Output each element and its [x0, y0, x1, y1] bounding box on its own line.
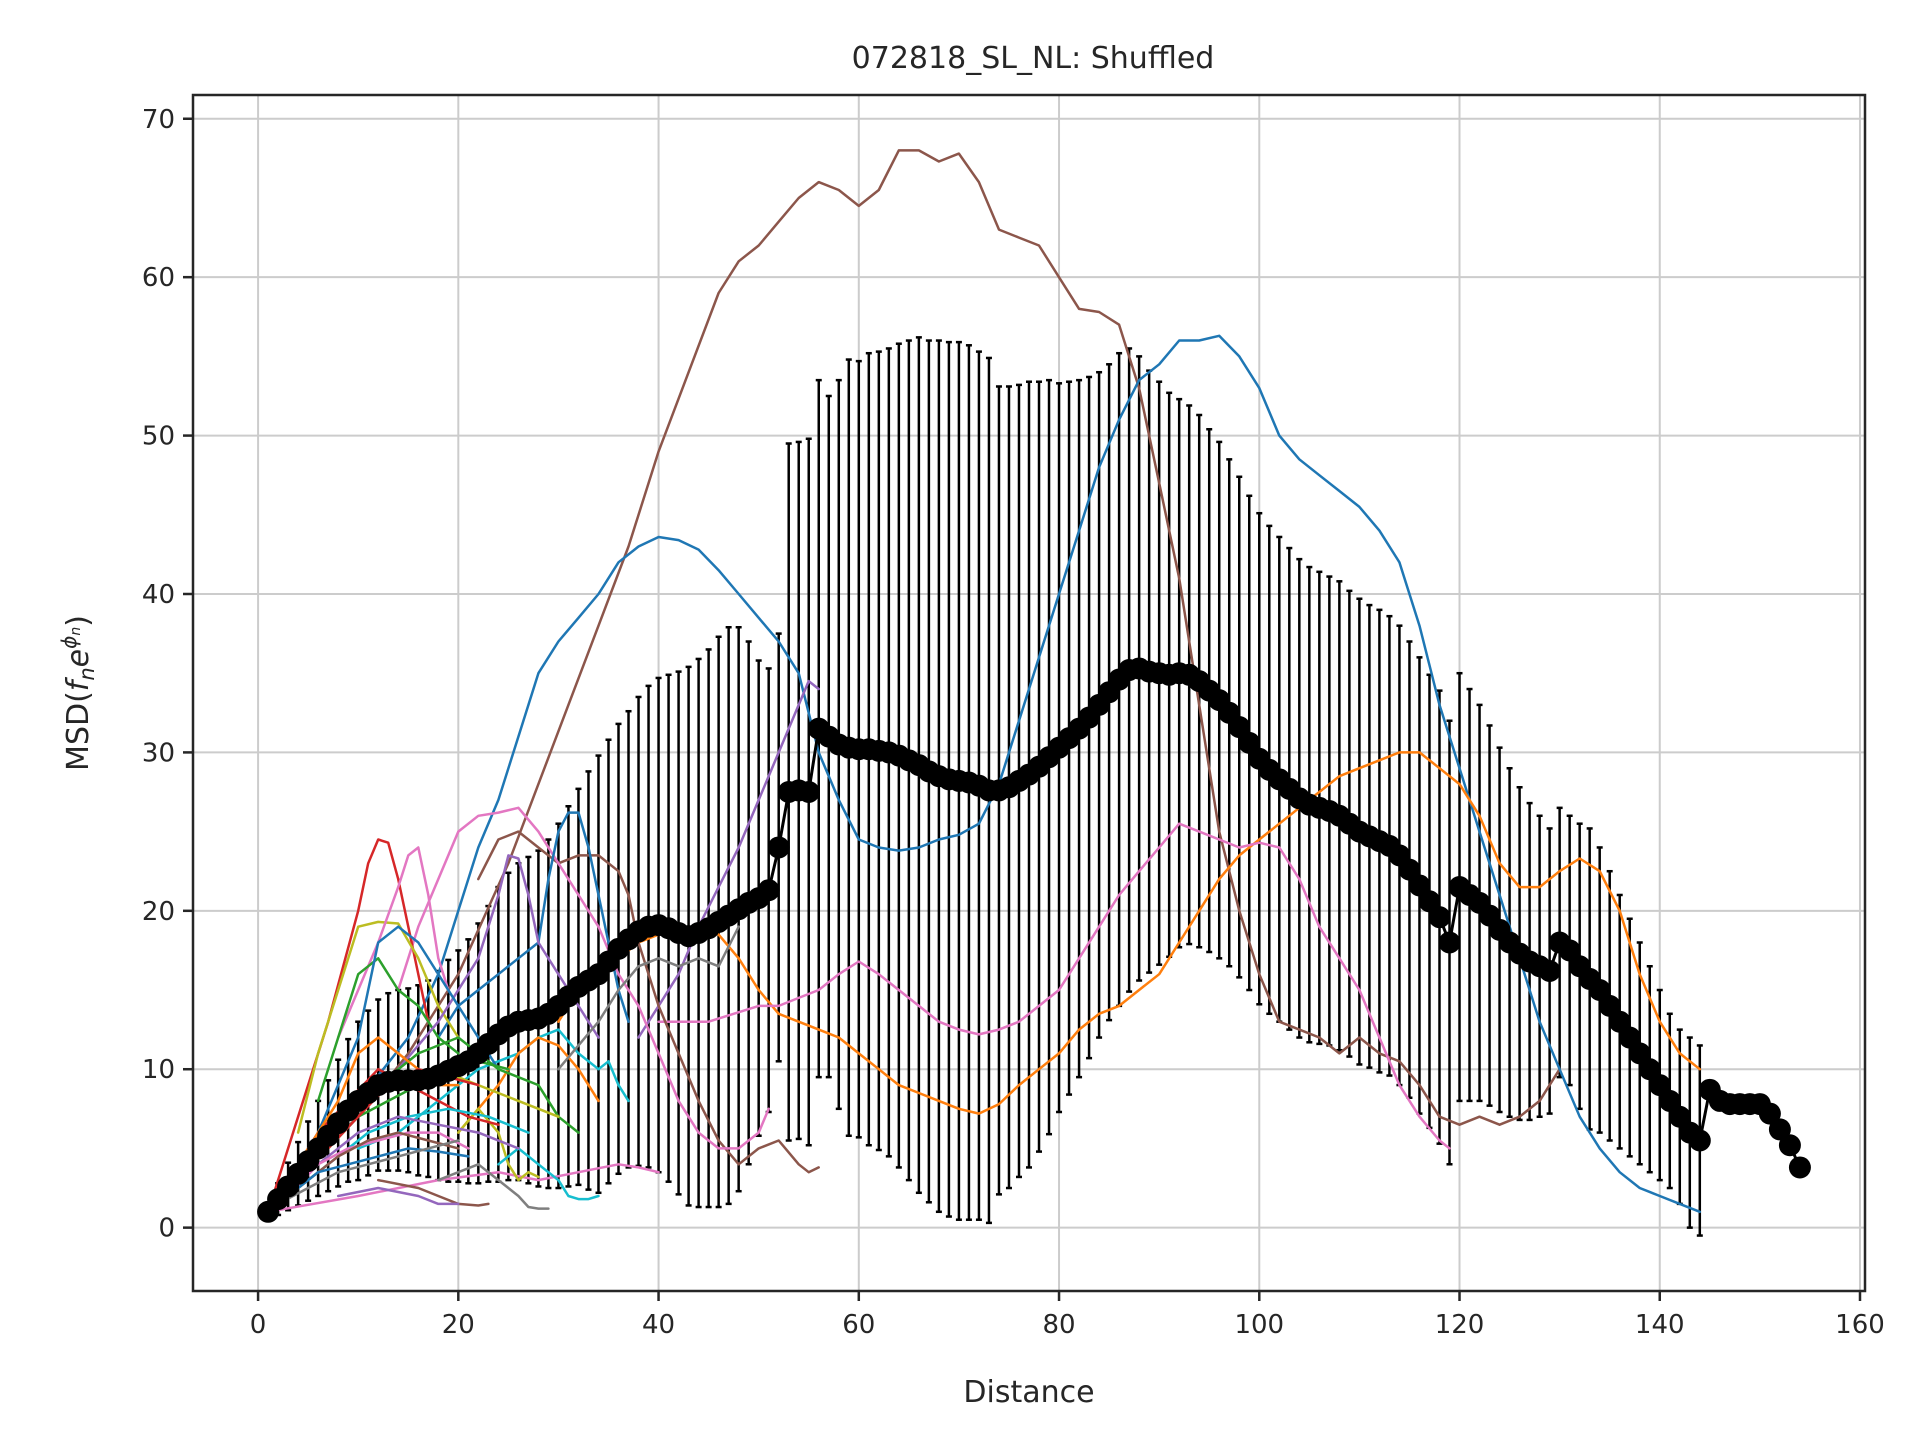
series-line-14 [356, 1028, 630, 1150]
mean-point [1788, 1156, 1811, 1179]
series-line-5 [637, 679, 820, 1039]
x-tick-label: 80 [1042, 1310, 1075, 1340]
y-tick-label: 20 [142, 897, 175, 927]
series-line-7 [396, 806, 770, 1150]
mean-point [757, 879, 780, 902]
series-line-13 [396, 854, 600, 1071]
series-line-15 [457, 1036, 600, 1134]
x-tick-label: 60 [842, 1310, 875, 1340]
mean-markers [257, 657, 1811, 1223]
y-tick-label: 0 [158, 1214, 175, 1244]
y-tick-label: 70 [142, 105, 175, 135]
x-tick-label: 20 [442, 1310, 475, 1340]
mean-point [1438, 931, 1461, 954]
series-line-20 [437, 1163, 550, 1210]
mean-point [1618, 1026, 1641, 1049]
y-axis-label-sup-phi: ϕ [57, 636, 81, 649]
series-line-23 [276, 925, 500, 1198]
mean-point [1668, 1105, 1691, 1128]
mean-point [1768, 1118, 1791, 1141]
mean-point [1648, 1074, 1671, 1097]
x-axis-label: Distance [963, 1375, 1094, 1410]
series-line-4 [657, 822, 1451, 1150]
mean-point [1238, 731, 1261, 754]
x-tick-label: 0 [250, 1310, 267, 1340]
mean-point [1418, 890, 1441, 913]
mean-point [1778, 1134, 1801, 1157]
series-line-19 [497, 1147, 600, 1201]
mean-point [767, 836, 790, 859]
series-line-33 [286, 1147, 470, 1198]
mean-point [1398, 858, 1421, 881]
series-line-22 [336, 1186, 460, 1206]
mean-point [1588, 979, 1611, 1002]
y-axis-ticks: 0 10 20 30 40 50 60 70 [142, 105, 193, 1244]
y-axis-label-e: e [61, 649, 96, 667]
mean-point [1228, 716, 1251, 739]
x-axis-ticks: 0 20 40 60 80 100 120 140 160 [250, 1291, 1885, 1340]
mean-point [1688, 1129, 1711, 1152]
mean-point [1638, 1058, 1661, 1081]
series-line-12 [316, 957, 460, 1103]
y-axis-label: MSD(fneϕn) [57, 615, 99, 771]
y-axis-label-prefix: MSD( [61, 691, 96, 771]
series-line-21 [376, 1178, 490, 1207]
mean-point [1408, 874, 1431, 897]
series-line-35 [276, 1139, 460, 1206]
y-tick-label: 10 [142, 1055, 175, 1085]
series-line-3 [557, 751, 1702, 1115]
mean-point [1538, 960, 1561, 983]
series-line-2 [266, 334, 1702, 1214]
y-tick-label: 60 [142, 263, 175, 293]
y-tick-label: 40 [142, 580, 175, 610]
x-tick-label: 120 [1435, 1310, 1485, 1340]
series-line-8 [437, 811, 630, 1039]
x-tick-label: 100 [1234, 1310, 1284, 1340]
y-axis-label-sub-n: n [75, 667, 99, 680]
mean-point [1428, 906, 1451, 929]
series-line-11 [336, 846, 450, 1039]
mean-point [1598, 994, 1621, 1017]
series-line-6 [477, 830, 820, 1174]
y-axis-label-close: ) [61, 615, 96, 627]
mean-point [1608, 1010, 1631, 1033]
y-axis-label-sup-n: n [68, 627, 84, 636]
series-line-17 [266, 1163, 660, 1214]
y-tick-label: 30 [142, 738, 175, 768]
x-tick-label: 160 [1835, 1310, 1885, 1340]
x-tick-label: 140 [1635, 1310, 1685, 1340]
mean-point [1558, 939, 1581, 962]
mean-point [1628, 1042, 1651, 1065]
plot-frame [191, 93, 1867, 1293]
series-line-10 [296, 920, 460, 1134]
chart-title: 072818_SL_NL: Shuffled [852, 41, 1215, 76]
x-tick-label: 40 [642, 1310, 675, 1340]
mean-point [1758, 1102, 1781, 1125]
y-tick-label: 50 [142, 422, 175, 452]
mean-point [797, 781, 820, 804]
series-line-16 [557, 925, 740, 1071]
mean-point [1658, 1089, 1681, 1112]
series-line-1 [266, 149, 1561, 1214]
series-line-18 [457, 1107, 540, 1182]
